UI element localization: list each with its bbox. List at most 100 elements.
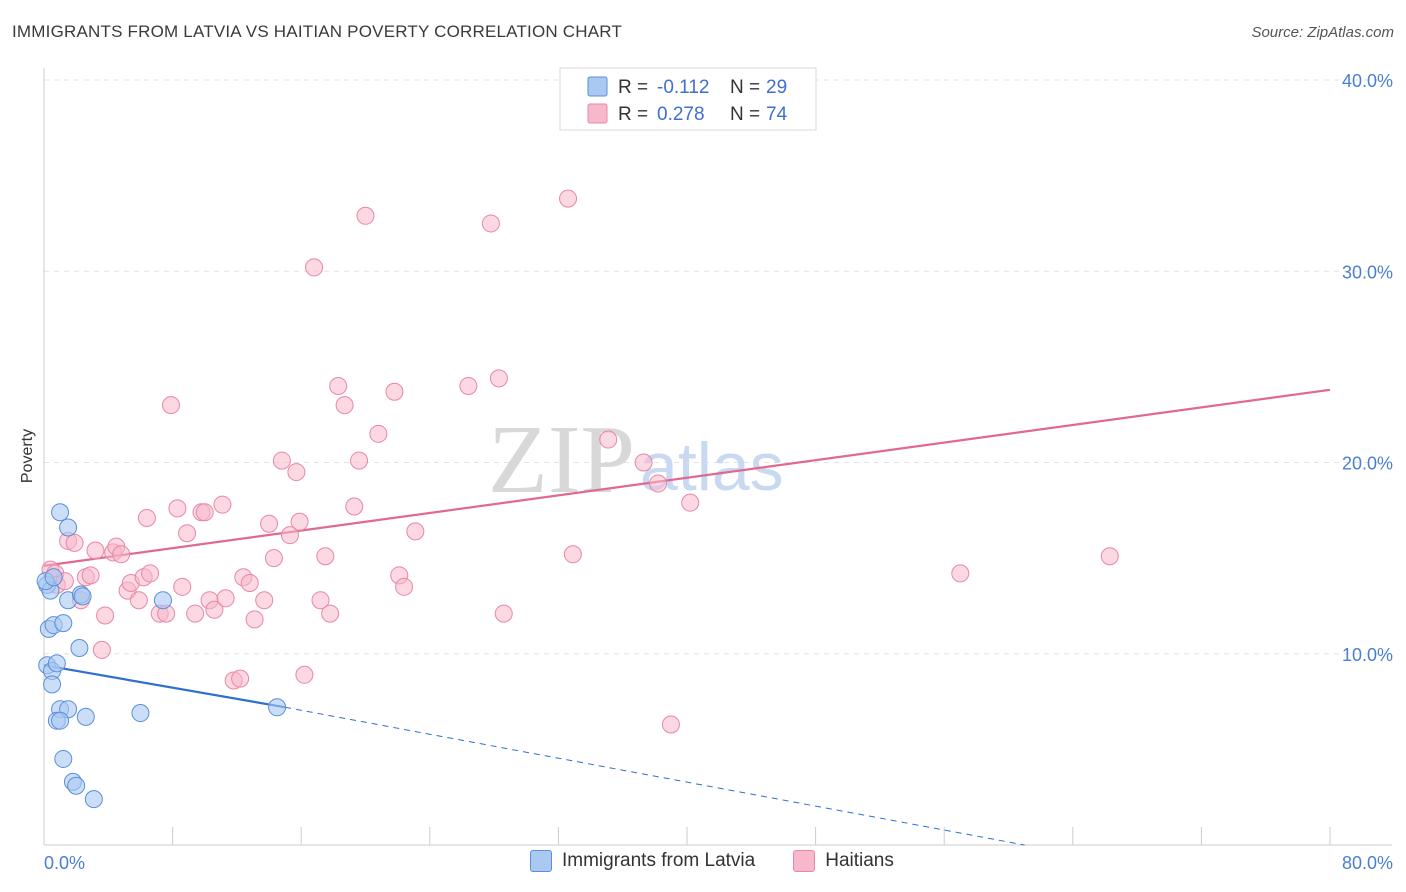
bottom-legend: Immigrants from Latvia Haitians xyxy=(530,850,924,872)
point-haiti xyxy=(81,566,100,585)
point-latvia xyxy=(51,503,70,522)
point-haiti xyxy=(329,377,348,395)
legend-r-label-latvia: R = xyxy=(618,77,648,98)
point-haiti xyxy=(459,377,478,395)
point-haiti xyxy=(195,503,214,522)
point-haiti xyxy=(489,369,508,388)
bottom-legend-label-latvia: Immigrants from Latvia xyxy=(562,850,756,871)
point-latvia xyxy=(73,587,92,606)
bottom-legend-swatch-haiti xyxy=(793,850,816,872)
point-haiti xyxy=(311,591,330,610)
point-haiti xyxy=(369,424,388,443)
point-haiti xyxy=(173,577,192,596)
bottom-legend-swatch-latvia xyxy=(530,850,552,872)
point-haiti xyxy=(316,547,335,566)
point-latvia xyxy=(47,654,66,673)
point-haiti xyxy=(86,541,105,560)
point-haiti xyxy=(255,591,274,610)
legend-swatch-latvia xyxy=(587,76,608,97)
point-haiti xyxy=(245,610,264,629)
point-latvia xyxy=(131,704,150,723)
point-haiti xyxy=(260,514,279,533)
point-latvia xyxy=(43,675,62,694)
legend-r-value-latvia: -0.112 xyxy=(657,77,709,98)
legend-n-label-latvia: N = xyxy=(730,77,760,98)
source-label: Source: ZipAtlas.com xyxy=(1251,24,1394,41)
point-haiti xyxy=(1100,547,1119,566)
point-latvia xyxy=(59,518,78,537)
point-haiti xyxy=(112,545,131,564)
trend-lines xyxy=(43,388,1331,846)
point-latvia xyxy=(54,614,73,633)
axes xyxy=(43,68,1392,846)
point-latvia xyxy=(268,698,287,717)
data-points xyxy=(36,189,1119,809)
point-haiti xyxy=(213,495,232,514)
y-tick-label: 10.0% xyxy=(1342,645,1393,665)
tick-labels: 10.0% 20.0% 30.0% 40.0% 0.0% 80.0% xyxy=(44,71,1393,873)
legend-n-value-latvia: 29 xyxy=(766,77,787,98)
point-latvia xyxy=(54,749,73,768)
point-latvia xyxy=(76,707,95,726)
trend-line-latvia-extension xyxy=(285,706,1025,846)
point-haiti xyxy=(559,189,578,208)
point-haiti xyxy=(599,430,618,449)
point-haiti xyxy=(129,591,148,610)
point-haiti xyxy=(406,522,425,541)
legend-box: R = -0.112 N = 29 R = 0.278 N = 74 xyxy=(559,67,817,131)
point-haiti xyxy=(92,640,111,659)
legend-swatch-haiti xyxy=(587,103,608,124)
point-haiti xyxy=(178,524,197,543)
point-haiti xyxy=(681,493,700,512)
point-latvia xyxy=(44,568,63,587)
legend-r-value-haiti: 0.278 xyxy=(657,104,705,125)
point-haiti xyxy=(951,564,970,583)
point-haiti xyxy=(356,206,375,225)
point-haiti xyxy=(563,545,582,564)
x-tick-label-min: 0.0% xyxy=(44,853,85,873)
trend-line-haiti xyxy=(43,388,1331,567)
bottom-legend-haiti: Haitians xyxy=(793,850,894,872)
y-tick-label: 20.0% xyxy=(1342,454,1393,474)
bottom-legend-latvia: Immigrants from Latvia xyxy=(530,850,755,872)
legend-r-label-haiti: R = xyxy=(618,104,648,125)
point-haiti xyxy=(287,463,306,482)
point-haiti xyxy=(168,499,187,518)
legend-n-value-haiti: 74 xyxy=(766,104,788,125)
chart-title: IMMIGRANTS FROM LATVIA VS HAITIAN POVERT… xyxy=(12,22,623,41)
point-haiti xyxy=(240,573,259,592)
legend-n-label-haiti: N = xyxy=(730,104,760,125)
point-haiti xyxy=(186,604,205,623)
point-haiti xyxy=(141,564,160,583)
point-haiti xyxy=(649,474,668,493)
point-haiti xyxy=(305,258,324,277)
point-haiti xyxy=(481,214,500,233)
gridlines xyxy=(44,79,1392,655)
point-haiti xyxy=(96,606,115,625)
point-latvia xyxy=(51,711,70,730)
y-tick-label: 30.0% xyxy=(1342,262,1393,282)
point-haiti xyxy=(335,396,354,415)
point-haiti xyxy=(216,589,235,608)
point-latvia xyxy=(67,776,86,795)
point-haiti xyxy=(634,453,653,472)
point-haiti xyxy=(661,715,680,734)
point-haiti xyxy=(137,508,156,527)
point-latvia xyxy=(84,790,103,809)
point-haiti xyxy=(345,497,364,516)
point-latvia xyxy=(70,639,89,658)
point-haiti xyxy=(205,600,224,619)
point-haiti xyxy=(395,577,414,596)
y-tick-label: 40.0% xyxy=(1342,71,1393,91)
point-haiti xyxy=(385,382,404,401)
point-haiti xyxy=(272,451,291,470)
watermark-zip: ZIP xyxy=(488,406,635,514)
bottom-legend-label-haiti: Haitians xyxy=(825,850,894,871)
point-latvia xyxy=(153,591,172,610)
point-haiti xyxy=(161,396,180,415)
point-haiti xyxy=(65,533,84,552)
trend-line-latvia xyxy=(43,664,286,709)
point-haiti xyxy=(321,604,340,623)
point-haiti xyxy=(264,549,283,568)
